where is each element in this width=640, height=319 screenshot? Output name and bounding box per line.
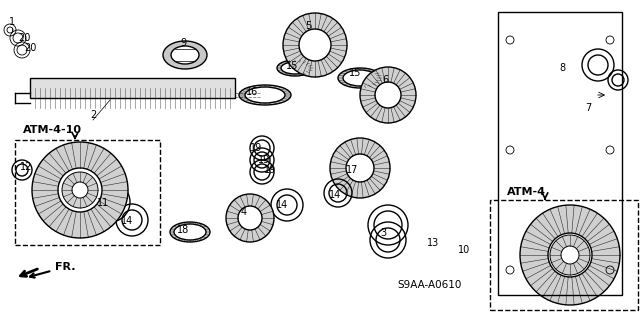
Ellipse shape	[281, 62, 309, 74]
Text: 5: 5	[305, 21, 311, 31]
Text: 4: 4	[241, 207, 247, 217]
Circle shape	[32, 142, 128, 238]
Text: ATM-4: ATM-4	[506, 187, 545, 197]
Circle shape	[226, 194, 274, 242]
Ellipse shape	[245, 87, 285, 103]
Bar	[490, 200, 638, 310]
Text: 8: 8	[559, 63, 565, 73]
Ellipse shape	[343, 70, 377, 86]
Text: 9: 9	[180, 38, 186, 48]
Text: 12: 12	[20, 162, 32, 172]
Text: 14: 14	[276, 200, 288, 210]
Text: 3: 3	[380, 228, 386, 238]
Ellipse shape	[239, 85, 291, 105]
Ellipse shape	[163, 41, 207, 69]
Text: FR.: FR.	[30, 262, 76, 278]
Text: 1: 1	[9, 17, 15, 27]
Circle shape	[283, 13, 347, 77]
Ellipse shape	[171, 46, 199, 64]
Circle shape	[550, 235, 590, 275]
Ellipse shape	[277, 60, 313, 76]
Text: 10: 10	[458, 245, 470, 255]
Circle shape	[72, 182, 88, 198]
FancyBboxPatch shape	[30, 78, 235, 98]
Circle shape	[561, 246, 579, 264]
Circle shape	[299, 29, 331, 61]
Circle shape	[330, 138, 390, 198]
Text: 19: 19	[250, 143, 262, 153]
Circle shape	[238, 206, 262, 230]
Text: 15: 15	[286, 61, 298, 71]
Text: 20: 20	[18, 33, 30, 43]
Text: 11: 11	[97, 198, 109, 208]
Text: 6: 6	[382, 75, 388, 85]
Bar	[15, 140, 160, 245]
Text: 14: 14	[121, 216, 133, 226]
Circle shape	[375, 82, 401, 108]
Text: 20: 20	[24, 43, 36, 53]
Text: 13: 13	[427, 238, 439, 248]
Circle shape	[360, 67, 416, 123]
Circle shape	[548, 233, 592, 277]
Text: ATM-4-10: ATM-4-10	[22, 125, 81, 135]
Text: S9AA-A0610: S9AA-A0610	[398, 280, 462, 290]
Text: 14: 14	[329, 190, 341, 200]
Circle shape	[62, 172, 98, 208]
Ellipse shape	[170, 222, 210, 242]
Text: 17: 17	[346, 165, 358, 175]
Text: 15: 15	[349, 68, 361, 78]
Ellipse shape	[174, 224, 206, 240]
Circle shape	[520, 205, 620, 305]
Text: 18: 18	[177, 225, 189, 235]
Text: 16: 16	[246, 87, 258, 97]
Text: 2: 2	[90, 110, 96, 120]
Text: 7: 7	[585, 103, 591, 113]
Text: 19: 19	[258, 155, 270, 165]
Ellipse shape	[338, 68, 382, 88]
Circle shape	[346, 154, 374, 182]
Circle shape	[58, 168, 102, 212]
Text: 19: 19	[264, 165, 276, 175]
